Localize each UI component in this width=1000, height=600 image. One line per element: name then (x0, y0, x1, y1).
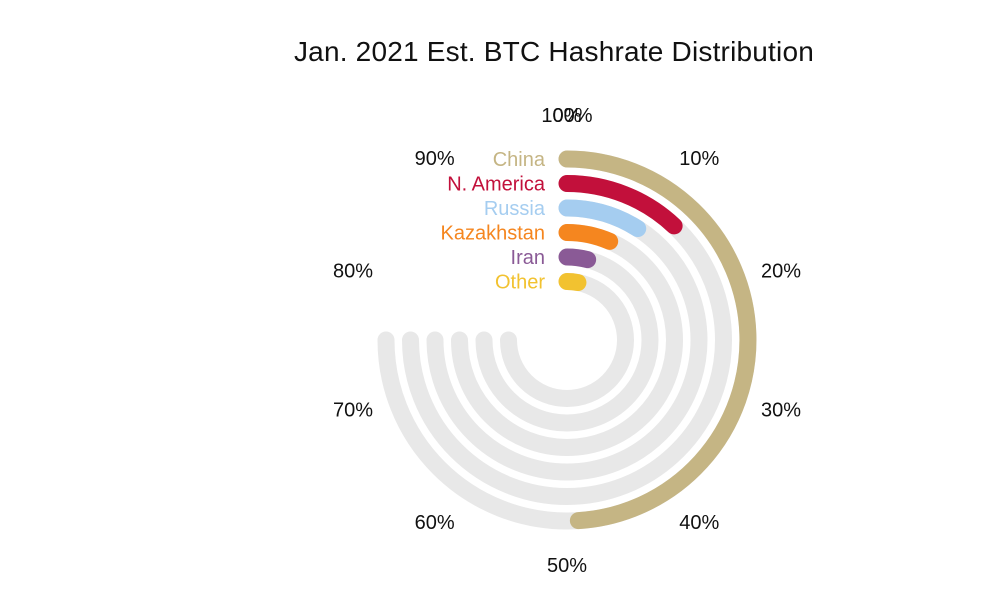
bar-1 (558, 175, 683, 235)
tick-label-1: 10% (679, 148, 719, 170)
tick-label-7: 70% (333, 400, 373, 422)
tick-label-3: 30% (761, 400, 801, 422)
series-label-2: Russia (484, 198, 546, 220)
tick-label-5: 50% (547, 555, 587, 577)
tick-label-10: 100% (541, 105, 592, 127)
chart-title: Jan. 2021 Est. BTC Hashrate Distribution (293, 36, 814, 67)
series-bars (558, 150, 757, 530)
bar-5 (558, 273, 587, 292)
bar-0 (558, 150, 757, 530)
tick-label-6: 60% (415, 512, 455, 534)
series-label-1: N. America (447, 174, 546, 196)
series-label-5: Other (495, 272, 545, 294)
tick-label-2: 20% (761, 261, 801, 283)
bar-3 (558, 224, 619, 250)
track-2 (426, 199, 708, 481)
tick-label-4: 40% (679, 512, 719, 534)
series-label-4: Iran (511, 247, 545, 269)
track-3 (451, 224, 683, 456)
bar-4 (558, 248, 597, 269)
bar-2 (558, 199, 647, 238)
tick-labels: 0% 10% 20% 30% 40% 50% 60% 70% 80% 90% 100% (333, 105, 801, 577)
series-label-3: Kazakhstan (440, 223, 545, 245)
tick-label-8: 80% (333, 261, 373, 283)
series-label-0: China (493, 149, 546, 171)
track-5 (500, 273, 634, 407)
tick-label-0: 0% (553, 105, 582, 127)
tick-label-9: 90% (415, 148, 455, 170)
track-4 (475, 248, 659, 432)
